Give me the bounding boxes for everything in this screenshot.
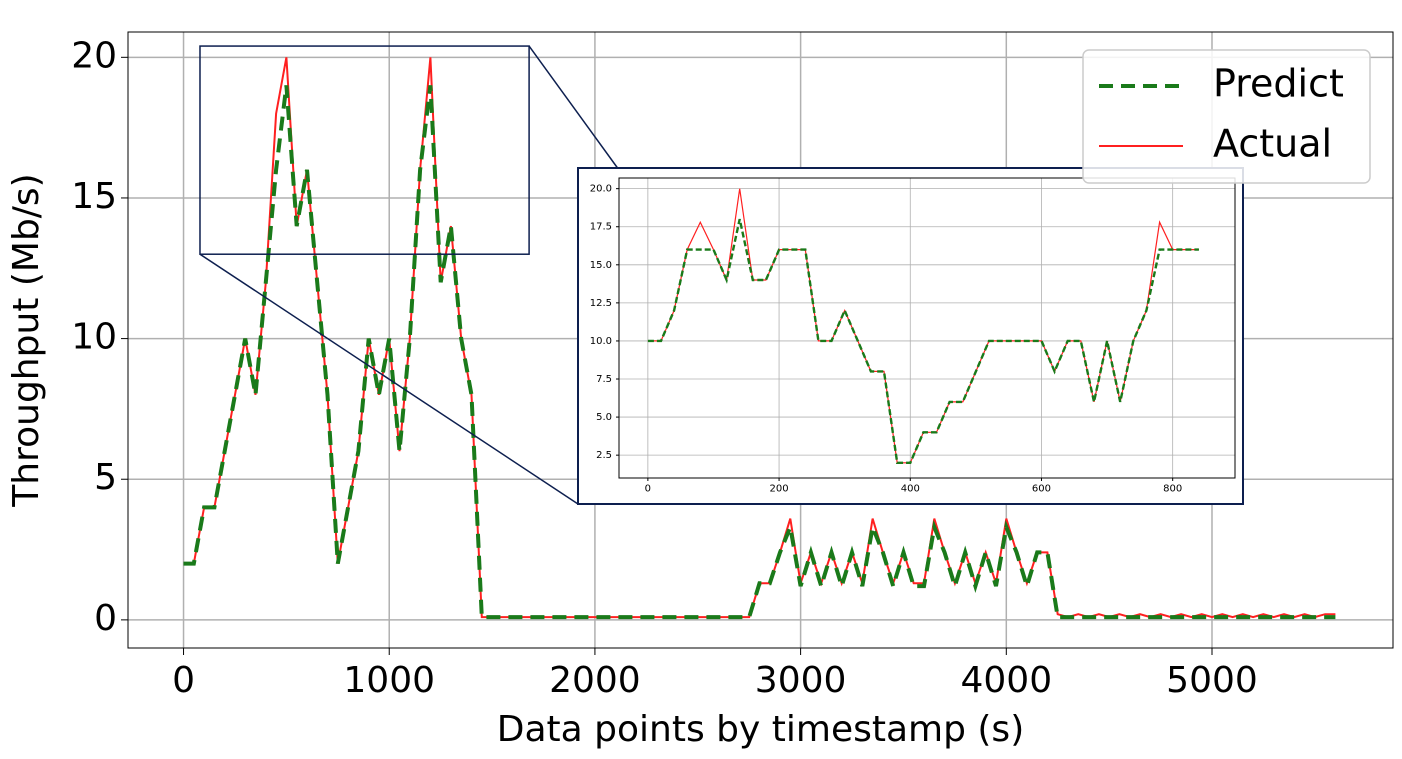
legend-label: Predict bbox=[1213, 62, 1344, 106]
series-line bbox=[183, 85, 1336, 620]
legend-label: Actual bbox=[1213, 122, 1332, 166]
x-tick-label: 1000 bbox=[343, 660, 435, 701]
y-tick-label: 15.0 bbox=[590, 260, 612, 271]
plot-frame bbox=[127, 31, 1394, 649]
y-tick-label: 20 bbox=[71, 35, 117, 76]
connector bbox=[199, 253, 579, 505]
x-tick-label: 0 bbox=[645, 484, 651, 495]
x-axis-label: Data points by timestamp (s) bbox=[497, 709, 1024, 750]
series-line bbox=[647, 218, 1199, 464]
x-tick-label: 200 bbox=[770, 484, 789, 495]
y-tick-label: 10.0 bbox=[590, 336, 612, 347]
y-tick-label: 17.5 bbox=[590, 222, 612, 233]
x-tick-label: 800 bbox=[1163, 484, 1182, 495]
y-tick-label: 12.5 bbox=[590, 298, 612, 309]
y-tick-label: 15 bbox=[71, 176, 117, 217]
y-tick-label: 5 bbox=[94, 457, 117, 498]
x-tick-label: 3000 bbox=[755, 660, 847, 701]
x-tick-label: 600 bbox=[1032, 484, 1051, 495]
x-tick-label: 4000 bbox=[960, 660, 1052, 701]
x-tick-label: 0 bbox=[172, 660, 195, 701]
connector bbox=[528, 45, 620, 171]
y-tick-label: 10 bbox=[71, 317, 117, 358]
y-tick-label: 20.0 bbox=[590, 184, 612, 195]
y-axis-label: Throughput (Mb/s) bbox=[6, 173, 47, 507]
y-tick-label: 5.0 bbox=[596, 412, 612, 423]
y-tick-label: 2.5 bbox=[596, 450, 612, 461]
x-tick-label: 5000 bbox=[1166, 660, 1258, 701]
plot-frame bbox=[618, 177, 1236, 479]
legend-box bbox=[1082, 49, 1371, 184]
y-tick-label: 7.5 bbox=[596, 374, 612, 385]
x-tick-label: 2000 bbox=[549, 660, 641, 701]
y-tick-label: 0 bbox=[94, 598, 117, 639]
zoom-region bbox=[199, 45, 530, 255]
x-tick-label: 400 bbox=[901, 484, 920, 495]
